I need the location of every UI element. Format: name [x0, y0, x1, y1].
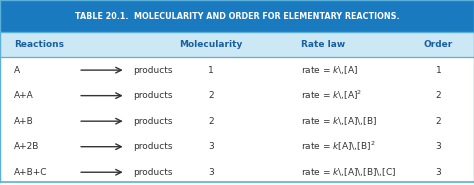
Text: A+B: A+B	[14, 117, 34, 126]
Text: 2: 2	[436, 91, 441, 100]
Text: rate = $k$\,[A]\,[B]\,[C]: rate = $k$\,[A]\,[B]\,[C]	[301, 166, 396, 178]
Text: Molecularity: Molecularity	[179, 40, 243, 49]
Bar	[0, 57, 474, 185]
Text: products: products	[133, 117, 172, 126]
Text: 3: 3	[436, 142, 441, 151]
Text: 3: 3	[436, 168, 441, 177]
Text: Reactions: Reactions	[14, 40, 64, 49]
Text: products: products	[133, 168, 172, 177]
Text: products: products	[133, 142, 172, 151]
Text: TABLE 20.1.  MOLECULARITY AND ORDER FOR ELEMENTARY REACTIONS.: TABLE 20.1. MOLECULARITY AND ORDER FOR E…	[75, 12, 399, 21]
Text: 1: 1	[436, 66, 441, 75]
Bar	[0, 0, 474, 32]
Text: products: products	[133, 91, 172, 100]
Text: 1: 1	[208, 66, 214, 75]
Text: products: products	[133, 66, 172, 75]
Text: rate = $k$\,[A]\,[B]: rate = $k$\,[A]\,[B]	[301, 115, 377, 127]
Text: A+2B: A+2B	[14, 142, 40, 151]
Text: 3: 3	[208, 168, 214, 177]
Text: rate = $k$\,[A]: rate = $k$\,[A]	[301, 64, 358, 76]
Text: Order: Order	[424, 40, 453, 49]
Text: 2: 2	[208, 91, 214, 100]
Text: rate = $k$[A]\,[B]$^{2}$: rate = $k$[A]\,[B]$^{2}$	[301, 140, 375, 153]
Text: A: A	[14, 66, 20, 75]
Bar	[0, 32, 474, 57]
Text: A+B+C: A+B+C	[14, 168, 48, 177]
Text: rate = $k$\,[A]$^{2}$: rate = $k$\,[A]$^{2}$	[301, 89, 362, 102]
Text: 2: 2	[436, 117, 441, 126]
Text: 2: 2	[208, 117, 214, 126]
Text: Rate law: Rate law	[301, 40, 345, 49]
Text: 3: 3	[208, 142, 214, 151]
Text: A+A: A+A	[14, 91, 34, 100]
